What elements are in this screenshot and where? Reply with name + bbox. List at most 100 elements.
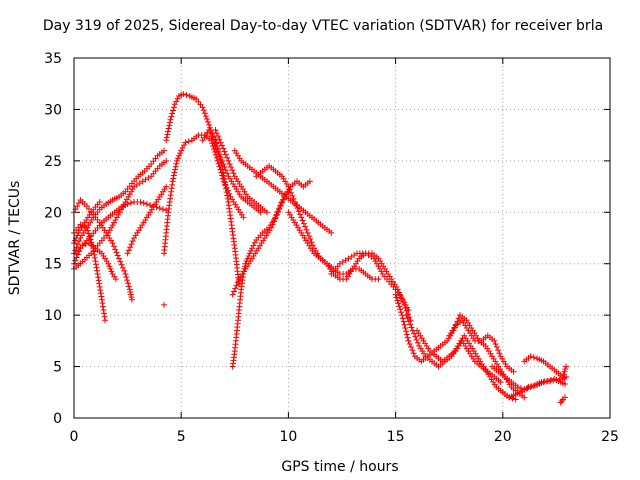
data-point xyxy=(307,236,314,243)
data-point xyxy=(174,95,181,102)
data-point xyxy=(180,91,187,97)
data-point xyxy=(164,131,171,138)
data-point xyxy=(113,249,120,256)
data-point xyxy=(171,101,178,108)
data-point xyxy=(530,354,537,361)
data-point xyxy=(272,215,279,222)
data-point xyxy=(100,307,107,313)
data-point xyxy=(405,307,412,313)
data-point xyxy=(291,199,298,205)
data-point xyxy=(392,291,399,298)
data-point xyxy=(229,291,236,298)
data-point xyxy=(328,229,335,236)
data-point xyxy=(293,202,300,209)
data-point xyxy=(96,283,103,290)
data-point xyxy=(112,217,119,223)
x-tick-labels: 0 5 10 15 20 25 xyxy=(70,429,619,445)
series-trace-z xyxy=(557,394,568,406)
data-point xyxy=(491,337,498,344)
data-point xyxy=(298,214,305,221)
data-point xyxy=(106,263,113,270)
data-point xyxy=(126,286,133,293)
data-point xyxy=(94,267,101,274)
data-point xyxy=(230,288,237,295)
data-point xyxy=(95,277,102,284)
data-point xyxy=(394,297,401,304)
data-point xyxy=(510,368,517,375)
data-point xyxy=(286,186,293,193)
series-trace-l xyxy=(212,127,270,216)
y-tick-label: 20 xyxy=(44,205,62,221)
data-point xyxy=(223,185,230,192)
data-point xyxy=(223,189,230,196)
data-point xyxy=(413,336,420,343)
data-points xyxy=(71,91,570,406)
data-point xyxy=(163,183,170,190)
data-point xyxy=(165,125,172,132)
series-trace-t xyxy=(403,312,519,403)
data-point xyxy=(97,290,104,297)
data-point xyxy=(375,263,382,270)
data-point xyxy=(166,122,173,129)
data-point xyxy=(410,350,417,357)
data-point xyxy=(496,350,503,357)
data-point xyxy=(94,271,101,277)
y-tick-label: 0 xyxy=(53,411,62,427)
data-point xyxy=(397,306,404,313)
data-point xyxy=(163,134,170,141)
y-axis-label: SDTVAR / TECUs xyxy=(7,181,23,296)
data-point xyxy=(125,283,132,290)
data-point xyxy=(233,282,240,289)
data-point xyxy=(215,133,222,140)
data-point xyxy=(173,98,180,105)
data-point xyxy=(287,189,294,196)
data-point xyxy=(234,279,241,286)
data-point xyxy=(210,146,217,153)
data-point xyxy=(76,248,83,255)
data-point xyxy=(199,104,206,111)
data-point xyxy=(163,157,170,164)
data-point xyxy=(396,303,403,310)
data-point xyxy=(107,265,114,272)
y-tick-labels: 0 5 10 15 20 25 30 35 xyxy=(44,51,62,427)
x-tick-label: 25 xyxy=(601,429,619,445)
y-tick-label: 5 xyxy=(53,360,62,376)
data-point xyxy=(302,223,309,230)
data-point xyxy=(105,229,112,236)
data-point xyxy=(375,276,382,283)
data-point xyxy=(85,230,92,237)
series-trace-u xyxy=(414,327,504,385)
data-point xyxy=(548,376,555,383)
data-point xyxy=(79,242,86,249)
y-tick-label: 10 xyxy=(44,308,62,324)
data-point xyxy=(218,159,225,166)
data-point xyxy=(168,113,175,120)
data-point xyxy=(172,166,179,173)
data-point xyxy=(492,340,499,347)
data-point xyxy=(143,201,150,208)
data-point xyxy=(289,192,296,199)
data-point xyxy=(273,212,280,219)
data-point xyxy=(119,264,126,271)
data-point xyxy=(97,287,104,294)
data-point xyxy=(111,219,118,226)
data-point xyxy=(296,211,303,218)
data-point xyxy=(251,239,258,246)
data-point xyxy=(127,291,134,298)
data-point xyxy=(518,385,525,392)
data-point xyxy=(411,330,418,337)
data-point xyxy=(95,274,102,281)
data-point xyxy=(169,110,176,117)
data-point xyxy=(295,208,302,215)
data-point xyxy=(398,309,405,316)
x-tick-label: 15 xyxy=(387,429,405,445)
data-point xyxy=(92,258,99,265)
data-point xyxy=(116,209,123,216)
data-point xyxy=(290,195,297,202)
data-point xyxy=(541,378,548,385)
data-point xyxy=(113,214,120,221)
data-point xyxy=(128,188,135,195)
data-point xyxy=(74,203,81,210)
data-point xyxy=(170,172,177,179)
data-point xyxy=(116,255,123,262)
